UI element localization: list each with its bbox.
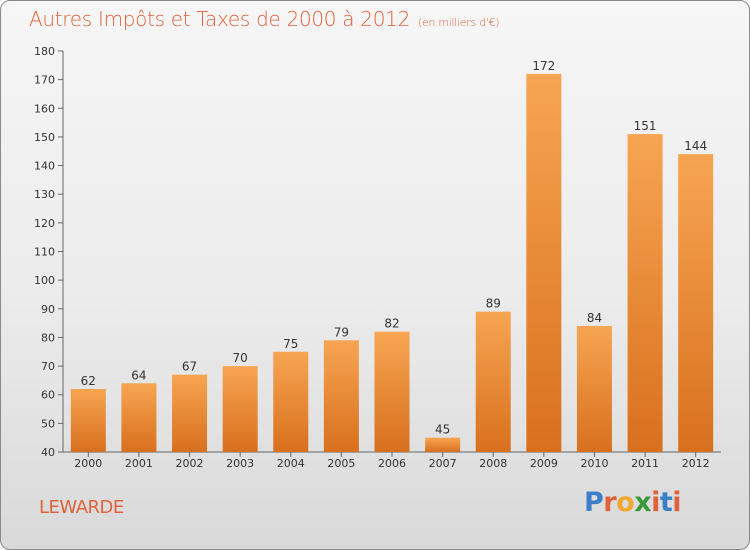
bar-2001: [121, 383, 157, 452]
logo-letter: o: [616, 487, 635, 518]
y-tick-label: 110: [34, 246, 55, 259]
bar-value-label: 79: [334, 325, 349, 339]
logo-letter: i: [672, 487, 682, 518]
chart-title: Autres Impôts et Taxes de 2000 à 2012 (en…: [29, 7, 499, 31]
data-labels: 62 64 67 70 75 79 82 45 89 172 84 151 144: [81, 59, 707, 437]
bar-2004: [273, 351, 309, 452]
x-tick-label: 2005: [327, 457, 355, 470]
x-tick-label: 2000: [74, 457, 102, 470]
y-tick-label: 120: [34, 217, 55, 230]
bar-value-label: 84: [587, 311, 602, 325]
y-tick-label: 160: [34, 102, 55, 115]
bar-2007: [425, 437, 461, 452]
x-tick-label: 2012: [682, 457, 710, 470]
bar-2006: [374, 331, 410, 452]
bar-value-label: 67: [182, 360, 197, 374]
bar-2009: [526, 73, 562, 453]
bar-value-label: 144: [684, 139, 707, 153]
y-tick-label: 50: [41, 417, 55, 430]
logo-letter: x: [634, 487, 652, 518]
logo-letter: t: [659, 487, 673, 518]
bar-value-label: 82: [384, 317, 399, 331]
bar-value-label: 75: [283, 337, 298, 351]
bar-value-label: 70: [233, 351, 248, 365]
logo-letter: r: [603, 487, 617, 518]
bar-value-label: 151: [634, 119, 657, 133]
y-tick-label: 100: [34, 274, 55, 287]
x-tick-label: 2006: [378, 457, 406, 470]
y-tick-label: 140: [34, 160, 55, 173]
y-tick-label: 180: [34, 45, 55, 58]
bar-value-label: 45: [435, 423, 450, 437]
y-tick-label: 60: [41, 389, 55, 402]
bars: [70, 73, 714, 453]
bar-2002: [172, 374, 208, 452]
x-tick-label: 2004: [277, 457, 305, 470]
bar-value-label: 172: [532, 59, 555, 73]
bar-2005: [323, 340, 359, 452]
logo-letter: i: [651, 487, 660, 518]
x-tick-label: 2001: [125, 457, 153, 470]
x-tick-label: 2007: [429, 457, 457, 470]
proxiti-logo: Proxiti: [584, 487, 682, 518]
bar-2011: [627, 134, 663, 453]
x-tick-label: 2003: [226, 457, 254, 470]
chart-title-text: Autres Impôts et Taxes de 2000 à 2012: [29, 7, 410, 31]
x-tick-label: 2008: [479, 457, 507, 470]
axes: 40 50 60 70 80 90 100 110 120 130 140 150 160 170 180 2…: [34, 45, 721, 470]
x-tick-label: 2002: [176, 457, 204, 470]
commune-name: LEWARDE: [39, 497, 124, 518]
y-tick-label: 150: [34, 131, 55, 144]
y-tick-label: 90: [41, 303, 55, 316]
y-tick-label: 80: [41, 331, 55, 344]
bar-value-label: 62: [81, 374, 96, 388]
x-tick-label: 2010: [580, 457, 608, 470]
y-tick-label: 170: [34, 74, 55, 87]
bar-value-label: 64: [131, 368, 146, 382]
y-tick-label: 130: [34, 188, 55, 201]
y-tick-label: 40: [41, 446, 55, 459]
x-tick-label: 2009: [530, 457, 558, 470]
logo-letter: P: [584, 487, 604, 518]
y-tick-label: 70: [41, 360, 55, 373]
bar-2000: [70, 388, 106, 452]
bar-2008: [475, 311, 511, 452]
bar-2012: [678, 154, 714, 452]
bar-2003: [222, 366, 258, 452]
bar-2010: [576, 325, 612, 452]
bar-value-label: 89: [486, 297, 501, 311]
x-tick-label: 2011: [631, 457, 659, 470]
chart-unit: (en milliers d'€): [418, 16, 500, 29]
